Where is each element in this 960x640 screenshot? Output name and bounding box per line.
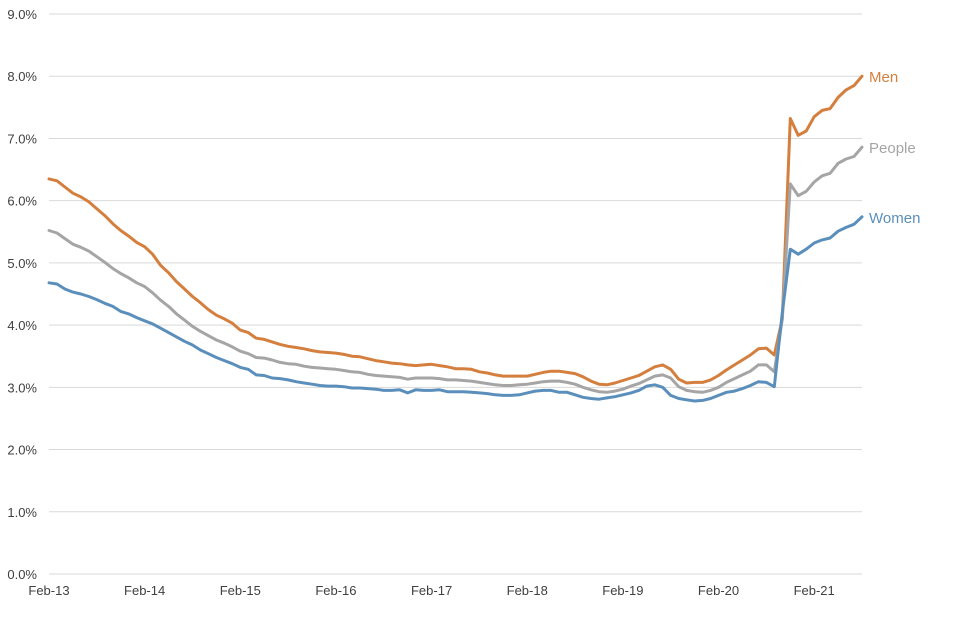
x-tick-label: Feb-19 — [602, 583, 643, 598]
x-tick-label: Feb-14 — [124, 583, 165, 598]
y-axis-tick-labels: 0.0% 1.0% 2.0% 3.0% 4.0% 5.0% 6.0% 7.0% 8.0% 9.0% — [7, 7, 37, 582]
x-tick-label: Feb-15 — [220, 583, 261, 598]
y-tick-label: 7.0% — [7, 131, 37, 146]
series-line-men — [47, 74, 864, 387]
x-tick-label: Feb-16 — [315, 583, 356, 598]
series-lines — [47, 74, 864, 403]
gridlines — [49, 13, 862, 575]
y-tick-label: 4.0% — [7, 318, 37, 333]
y-tick-label: 3.0% — [7, 380, 37, 395]
y-tick-label: 9.0% — [7, 7, 37, 22]
x-axis-tick-labels: Feb-13 Feb-14 Feb-15 Feb-16 Feb-17 Feb-18 Feb-… — [28, 583, 834, 598]
y-tick-label: 2.0% — [7, 443, 37, 458]
y-tick-label: 1.0% — [7, 505, 37, 520]
x-tick-label: Feb-18 — [507, 583, 548, 598]
series-labels: Men People Women — [869, 69, 920, 227]
y-tick-label: 6.0% — [7, 194, 37, 209]
series-line-people — [47, 145, 864, 394]
series-label-people: People — [869, 140, 916, 157]
x-tick-label: Feb-17 — [411, 583, 452, 598]
y-tick-label: 8.0% — [7, 69, 37, 84]
series-label-men: Men — [869, 69, 898, 86]
series-label-women: Women — [869, 210, 920, 227]
x-tick-label: Feb-21 — [794, 583, 835, 598]
x-tick-label: Feb-20 — [698, 583, 739, 598]
series-line-women — [47, 215, 864, 403]
y-tick-label: 5.0% — [7, 256, 37, 271]
x-tick-label: Feb-13 — [28, 583, 69, 598]
y-tick-label: 0.0% — [7, 567, 37, 582]
